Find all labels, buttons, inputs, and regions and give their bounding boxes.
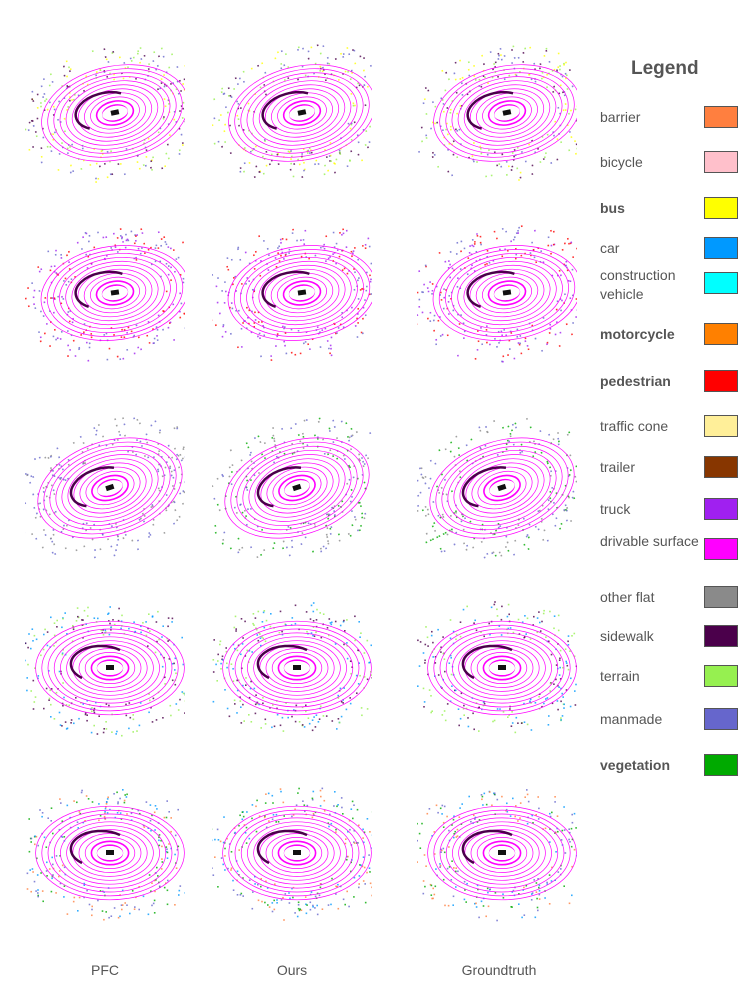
legend-item: pedestrian — [600, 370, 742, 410]
point-cloud-panel — [25, 208, 185, 378]
point-cloud-panel — [25, 773, 185, 943]
legend-swatch — [704, 498, 738, 520]
legend-label: bicycle — [600, 154, 643, 170]
legend-label: terrain — [600, 668, 640, 684]
point-cloud-panel — [212, 393, 372, 563]
point-cloud-panel — [417, 773, 577, 943]
legend-swatch — [704, 197, 738, 219]
legend-label: traffic cone — [600, 418, 669, 434]
legend-swatch — [704, 151, 738, 173]
legend-swatch — [704, 272, 738, 294]
point-cloud-panel — [212, 773, 372, 943]
point-cloud-panel — [212, 588, 372, 758]
legend-item: terrain — [600, 665, 742, 705]
legend-item: construction vehicle — [600, 267, 742, 312]
legend-item: other flat — [600, 586, 742, 626]
legend-swatch — [704, 538, 738, 560]
legend-label: trailer — [600, 459, 636, 475]
legend-label: manmade — [600, 711, 663, 727]
legend-item: traffic cone — [600, 415, 742, 455]
legend-item: truck — [600, 498, 742, 538]
legend-swatch — [704, 415, 738, 437]
legend-item: vegetation — [600, 754, 742, 794]
legend-swatch — [704, 106, 738, 128]
legend-label: drivable surface — [600, 533, 699, 549]
point-cloud-panel — [417, 588, 577, 758]
legend-label: other flat — [600, 589, 655, 605]
legend-label: bus — [600, 200, 625, 216]
column-label-groundtruth: Groundtruth — [461, 962, 537, 978]
point-cloud-panel — [417, 393, 577, 563]
legend-swatch — [704, 708, 738, 730]
column-label-ours: Ours — [276, 962, 308, 978]
point-cloud-panel — [417, 18, 577, 188]
legend-swatch — [704, 370, 738, 392]
point-cloud-panel — [212, 18, 372, 188]
point-cloud-panel — [417, 208, 577, 378]
legend-swatch — [704, 237, 738, 259]
legend-label: pedestrian — [600, 373, 671, 389]
legend-item: drivable surface — [600, 533, 742, 578]
legend-item: trailer — [600, 456, 742, 496]
legend-swatch — [704, 625, 738, 647]
legend-item: motorcycle — [600, 323, 742, 363]
point-cloud-panel — [25, 18, 185, 188]
legend-swatch — [704, 586, 738, 608]
legend-label: motorcycle — [600, 326, 675, 342]
legend-swatch — [704, 323, 738, 345]
legend-swatch — [704, 456, 738, 478]
legend-label: vegetation — [600, 757, 671, 773]
legend-label: barrier — [600, 109, 641, 125]
legend-label: car — [600, 240, 620, 256]
column-label-pfc: PFC — [91, 962, 119, 978]
legend-item: bicycle — [600, 151, 742, 191]
legend-label: construction vehicle — [600, 267, 676, 302]
point-cloud-panel — [212, 208, 372, 378]
legend-item: bus — [600, 197, 742, 237]
legend-label: sidewalk — [600, 628, 654, 644]
legend-swatch — [704, 754, 738, 776]
legend-item: car — [600, 237, 742, 277]
legend-label: truck — [600, 501, 631, 517]
legend-item: sidewalk — [600, 625, 742, 665]
legend-swatch — [704, 665, 738, 687]
legend-item: manmade — [600, 708, 742, 748]
point-cloud-panel — [25, 588, 185, 758]
point-cloud-panel — [25, 393, 185, 563]
legend-item: barrier — [600, 106, 742, 146]
legend-title: Legend — [631, 58, 699, 79]
